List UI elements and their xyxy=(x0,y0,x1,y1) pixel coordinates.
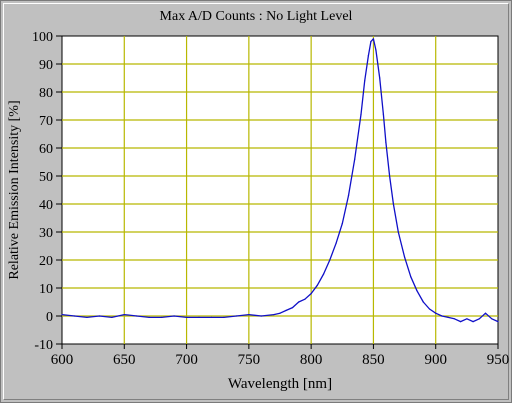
data-point xyxy=(61,314,63,316)
y-tick-label: 50 xyxy=(39,170,53,185)
data-point xyxy=(323,273,325,275)
y-tick-label: 100 xyxy=(32,30,53,45)
data-point xyxy=(453,318,455,320)
y-tick-label: 90 xyxy=(39,58,53,73)
data-point xyxy=(316,284,318,286)
data-point xyxy=(466,318,468,320)
series-layer xyxy=(61,38,499,323)
y-tick-label: -10 xyxy=(34,338,53,353)
data-point xyxy=(298,301,300,303)
data-point xyxy=(341,223,343,225)
x-tick-label: 600 xyxy=(51,352,74,368)
data-point xyxy=(360,113,362,115)
y-axis-label: Relative Emission Intensity [%] xyxy=(7,100,22,279)
data-point xyxy=(428,308,431,310)
y-tick-label: 70 xyxy=(39,114,53,129)
data-point xyxy=(248,314,250,316)
data-point xyxy=(422,301,424,303)
data-point xyxy=(198,316,200,318)
data-point xyxy=(441,315,443,317)
y-tick-label: 40 xyxy=(39,198,53,213)
y-tick-label: 60 xyxy=(39,142,53,157)
data-point xyxy=(279,312,281,314)
x-axis-label: Wavelength [nm] xyxy=(228,376,332,392)
data-point xyxy=(111,316,113,318)
data-point xyxy=(354,158,356,160)
x-axis-ticks: 600 650 700 750 800 850 900 950 xyxy=(51,344,510,368)
data-point xyxy=(435,312,437,314)
data-point xyxy=(410,276,412,278)
data-point xyxy=(347,195,350,197)
data-point xyxy=(310,293,312,295)
frame-bevel xyxy=(3,3,509,400)
data-point xyxy=(98,315,100,317)
data-point xyxy=(123,314,125,316)
data-point xyxy=(223,316,225,318)
y-tick-label: 20 xyxy=(39,254,53,269)
x-tick-label: 900 xyxy=(424,352,447,368)
data-point xyxy=(186,316,188,318)
data-point xyxy=(484,312,487,314)
data-point xyxy=(86,316,88,318)
x-tick-label: 950 xyxy=(487,352,510,368)
data-point xyxy=(148,316,150,318)
data-point xyxy=(478,318,480,320)
data-point xyxy=(285,309,287,311)
grid-lines xyxy=(62,36,498,344)
data-point xyxy=(472,321,474,323)
x-tick-label: 850 xyxy=(362,352,385,368)
data-point xyxy=(173,315,175,317)
data-point xyxy=(273,314,275,316)
data-point xyxy=(304,298,306,300)
data-point xyxy=(416,290,418,292)
data-point xyxy=(392,203,394,205)
data-point xyxy=(375,49,377,51)
chart-title: Max A/D Counts : No Light Level xyxy=(160,9,353,24)
x-tick-label: 800 xyxy=(300,352,323,368)
data-point xyxy=(385,141,387,143)
x-tick-label: 750 xyxy=(238,352,261,368)
data-point xyxy=(379,77,381,79)
data-point xyxy=(389,175,391,177)
data-point xyxy=(382,113,384,115)
data-point xyxy=(497,321,499,323)
x-tick-label: 700 xyxy=(175,352,198,368)
data-point xyxy=(372,38,374,40)
data-point xyxy=(460,321,462,323)
data-point xyxy=(136,315,138,317)
data-point xyxy=(329,259,331,261)
data-point xyxy=(335,242,337,244)
data-point xyxy=(210,316,213,318)
data-point xyxy=(367,55,369,57)
data-point xyxy=(73,315,76,317)
data-point xyxy=(397,231,399,233)
data-point xyxy=(364,80,366,82)
y-tick-label: 0 xyxy=(46,310,53,325)
y-tick-label: 80 xyxy=(39,86,53,101)
plot-area xyxy=(61,35,499,345)
data-point xyxy=(291,307,294,309)
y-tick-label: 30 xyxy=(39,226,53,241)
data-point xyxy=(235,315,237,317)
x-tick-label: 650 xyxy=(113,352,136,368)
data-point xyxy=(447,316,449,318)
data-point xyxy=(161,316,163,318)
data-point xyxy=(370,41,372,43)
data-point xyxy=(260,315,262,317)
data-point xyxy=(491,318,493,320)
data-point xyxy=(404,256,406,258)
y-axis-ticks: -10 0 10 20 30 40 50 60 70 80 90 100 xyxy=(32,30,62,353)
y-tick-label: 10 xyxy=(39,282,53,297)
